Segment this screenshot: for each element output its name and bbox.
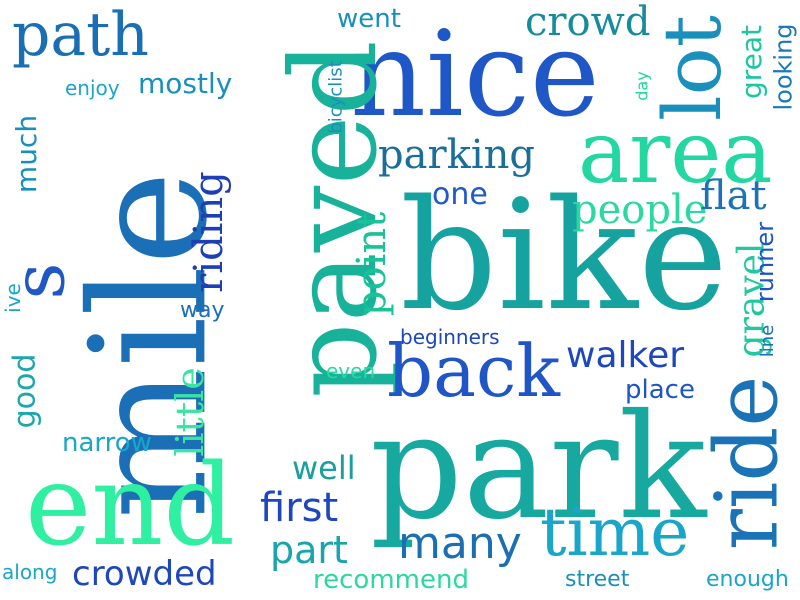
word-line: line xyxy=(757,324,779,358)
word-ride: ride xyxy=(697,375,798,551)
word-many: many xyxy=(398,518,522,569)
word-nice: nice xyxy=(350,5,600,143)
word-enough: enough xyxy=(706,567,789,592)
word-crowded: crowded xyxy=(72,554,217,594)
word-crowd: crowd xyxy=(525,0,651,45)
word-parking: parking xyxy=(378,132,535,178)
word-part: part xyxy=(270,528,348,572)
word-way: way xyxy=(180,298,225,323)
word-little: little xyxy=(167,367,212,457)
word-went: went xyxy=(337,4,401,34)
word-enjoy: enjoy xyxy=(65,76,120,100)
word-great: great xyxy=(735,24,769,100)
word-beginners: beginners xyxy=(400,325,500,349)
word-even: even xyxy=(326,359,376,383)
word-looking: looking xyxy=(769,23,798,111)
word-lot: lot xyxy=(645,15,739,121)
word-narrow: narrow xyxy=(62,428,152,458)
word-one: flat xyxy=(700,173,767,219)
word-good: good xyxy=(7,353,43,429)
word-recommend: recommend xyxy=(313,565,469,595)
word-bicyclist: bicyclist xyxy=(325,60,347,134)
word-walker: walker xyxy=(566,335,685,376)
word-much: people xyxy=(572,187,708,233)
word-place: place xyxy=(625,375,695,405)
word-people: point xyxy=(349,211,396,317)
word-mostly: mostly xyxy=(138,67,233,100)
word-day: day xyxy=(632,71,652,101)
word-park: park xyxy=(370,383,707,552)
word-back: back xyxy=(387,329,560,413)
word-path: path xyxy=(12,0,149,70)
word-flat: one xyxy=(432,177,488,212)
word-well: well xyxy=(292,449,356,487)
word-along: along xyxy=(2,560,58,584)
word-ive: ive xyxy=(0,283,25,313)
word-point: much xyxy=(10,114,44,194)
word-bike: bike xyxy=(400,167,728,344)
word-first: first xyxy=(260,485,339,531)
word-runner: runner xyxy=(751,221,780,303)
word-area: area xyxy=(578,103,773,203)
word-riding: riding xyxy=(185,171,232,293)
word-street: street xyxy=(565,567,630,592)
word-time: time xyxy=(540,494,690,571)
word-end: end xyxy=(25,441,236,571)
